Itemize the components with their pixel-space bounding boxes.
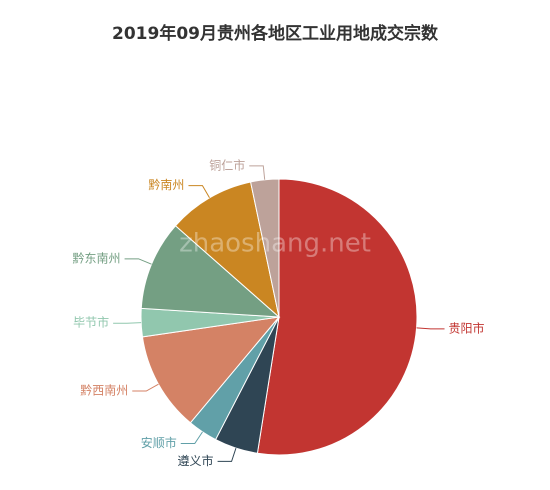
leader-line (124, 258, 152, 265)
slice-label: 遵义市 (178, 453, 214, 468)
slice-label: 黔西南州 (80, 383, 128, 398)
pie-slice (249, 178, 280, 318)
chart-title: 2019年09月贵州各地区工业用地成交宗数 (112, 23, 439, 44)
slice-label: 贵阳市 (449, 320, 485, 335)
leader-line (416, 327, 445, 330)
leader-line (132, 383, 159, 392)
slice-label: 黔东南州 (73, 250, 121, 265)
slice-label: 安顺市 (141, 435, 177, 450)
pie (140, 178, 418, 456)
slice-label: 毕节市 (73, 315, 109, 330)
leader-line (249, 165, 266, 180)
leader-line (180, 431, 203, 445)
leader-line (113, 322, 142, 324)
slice-label: 铜仁市 (209, 157, 245, 172)
slice-label: 黔南州 (148, 177, 184, 192)
leader-line (188, 185, 210, 199)
pie-slice (174, 181, 280, 319)
leader-line (217, 447, 237, 462)
watermark: zhaoshang.net (179, 229, 371, 259)
pie-slice (256, 178, 418, 456)
pie-slice (141, 316, 281, 424)
